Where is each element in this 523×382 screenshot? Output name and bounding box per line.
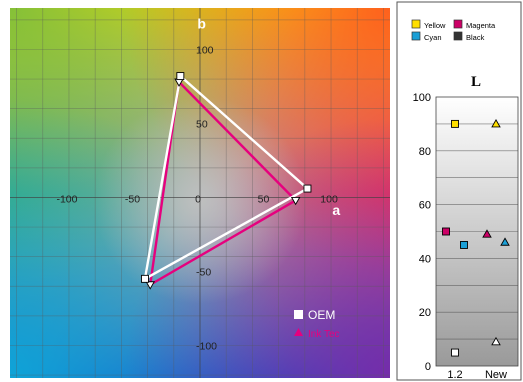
lightness-magenta-point xyxy=(442,227,450,236)
lightness-yellow-point xyxy=(491,118,501,128)
lightness-category-labels: 1.2 New xyxy=(447,369,507,381)
series-ink-tec-outline xyxy=(149,80,297,286)
lightness-tick-label: 0 xyxy=(425,361,431,373)
lightness-black-point xyxy=(451,348,459,357)
oem-point xyxy=(176,72,185,81)
lightness-title: L xyxy=(471,74,481,90)
oem-point xyxy=(141,274,149,283)
ab-legend: OEM Ink Tec xyxy=(294,308,340,340)
ab-y-tick-label: -50 xyxy=(196,266,211,278)
lightness-cyan-point xyxy=(460,240,468,249)
legend-inktec-label: Ink Tec xyxy=(308,329,340,340)
y-axis-label: b xyxy=(197,16,206,32)
legend-magenta-label: Magenta xyxy=(466,21,496,30)
ab-y-tick-label: -100 xyxy=(196,340,217,352)
ab-x-tick-label: 0 xyxy=(195,193,201,205)
legend-cyan-label: Cyan xyxy=(424,33,442,42)
inktec-point xyxy=(290,196,301,206)
ab-x-tick-label: -100 xyxy=(56,193,77,205)
color-legend: Yellow Magenta Cyan Black xyxy=(411,19,496,42)
legend-magenta-swatch xyxy=(453,19,463,29)
lightness-black-point xyxy=(491,336,501,346)
ab-series xyxy=(141,72,312,290)
ab-gridlines xyxy=(10,8,390,378)
lightness-tick-labels: 0 20 40 60 80 100 xyxy=(413,92,431,373)
lightness-tick-label: 20 xyxy=(419,307,431,319)
ab-x-tick-label: 50 xyxy=(258,193,270,205)
lightness-cyan-point xyxy=(500,237,510,246)
legend-yellow-label: Yellow xyxy=(424,21,446,30)
lightness-tick-label: 100 xyxy=(413,92,431,104)
lightness-category-label: 1.2 xyxy=(447,369,462,381)
right-panel: Yellow Magenta Cyan Black L 0 20 40 60 80 100… xyxy=(396,1,522,381)
legend-black-swatch xyxy=(453,31,463,41)
ab-x-tick-label: -50 xyxy=(125,193,140,205)
legend-yellow-swatch xyxy=(411,19,421,29)
lightness-tick-label: 40 xyxy=(419,253,431,265)
series-oem-outline xyxy=(143,74,309,281)
legend-black-label: Black xyxy=(466,33,485,42)
lightness-tick-label: 80 xyxy=(419,146,431,158)
legend-inktec-marker xyxy=(294,328,303,336)
oem-point xyxy=(303,184,312,193)
legend-oem-label: OEM xyxy=(308,308,335,322)
lightness-series xyxy=(442,118,510,357)
ab-y-tick-label: 50 xyxy=(196,118,208,130)
lightness-magenta-point xyxy=(482,229,492,238)
lightness-category-label: New xyxy=(485,369,507,381)
ab-y-tick-label: 100 xyxy=(196,44,214,56)
legend-oem-marker xyxy=(294,310,303,319)
x-axis-label: a xyxy=(332,202,340,218)
lightness-tick-label: 60 xyxy=(419,200,431,212)
ab-x-tick-label: 100 xyxy=(320,193,338,205)
ab-tick-labels: -100 -50 0 50 100 100 50 -50 -100 xyxy=(56,44,337,352)
legend-cyan-swatch xyxy=(411,31,421,41)
lightness-yellow-point xyxy=(451,119,459,128)
ab-plot: -100 -50 0 50 100 100 50 -50 -100 a b OEM Ink Te… xyxy=(10,8,390,378)
inktec-point xyxy=(145,281,155,290)
